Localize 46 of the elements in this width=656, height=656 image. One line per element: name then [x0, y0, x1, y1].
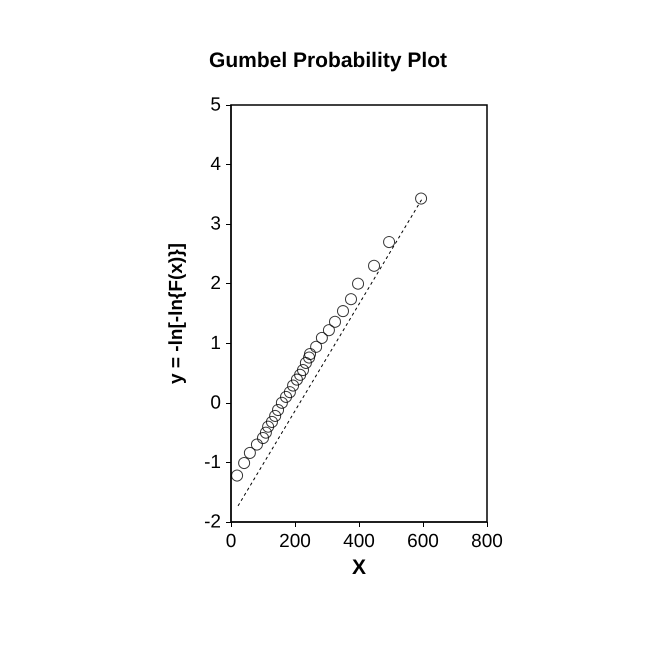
x-tick-label: 0	[226, 531, 236, 552]
y-tick-label: 4	[210, 154, 222, 176]
point	[294, 368, 306, 381]
point	[272, 404, 284, 416]
y-tick-label: 2	[210, 273, 221, 294]
x-tick-label: 600	[407, 531, 439, 552]
point	[329, 316, 341, 328]
point	[266, 416, 278, 428]
point	[322, 324, 335, 336]
point	[345, 293, 357, 306]
y-axis-title: y = -ln[-ln{F(x)}]	[166, 243, 187, 384]
point	[300, 356, 312, 369]
point	[287, 380, 300, 392]
point	[352, 278, 364, 290]
y-tick-label: 5	[210, 94, 221, 116]
point	[269, 410, 282, 422]
x-tick-label: 800	[471, 531, 503, 552]
point	[303, 352, 316, 364]
x-tick-label: 200	[279, 531, 311, 552]
y-tick-label: 0	[210, 392, 221, 414]
y-tick-label: 1	[210, 332, 221, 354]
point	[297, 364, 309, 376]
point	[280, 390, 292, 403]
point	[284, 386, 296, 398]
y-tick-label: -1	[204, 452, 221, 473]
point	[231, 470, 244, 482]
point	[383, 236, 396, 248]
point	[337, 305, 349, 318]
point	[238, 457, 250, 470]
point	[244, 446, 256, 459]
point	[310, 340, 322, 353]
x-tick-label: 400	[343, 531, 375, 552]
x-axis-title: X	[352, 556, 366, 579]
y-tick-label: -2	[204, 512, 221, 532]
point	[276, 396, 288, 409]
point	[290, 374, 303, 386]
point	[260, 426, 272, 439]
point	[316, 332, 328, 344]
point	[368, 260, 380, 272]
point	[257, 432, 269, 444]
point	[415, 192, 428, 205]
chart-title: Gumbel Probability Plot	[208, 49, 448, 72]
y-tick-label: 3	[210, 214, 221, 235]
point	[262, 420, 274, 433]
point	[304, 348, 316, 360]
point	[250, 438, 263, 451]
